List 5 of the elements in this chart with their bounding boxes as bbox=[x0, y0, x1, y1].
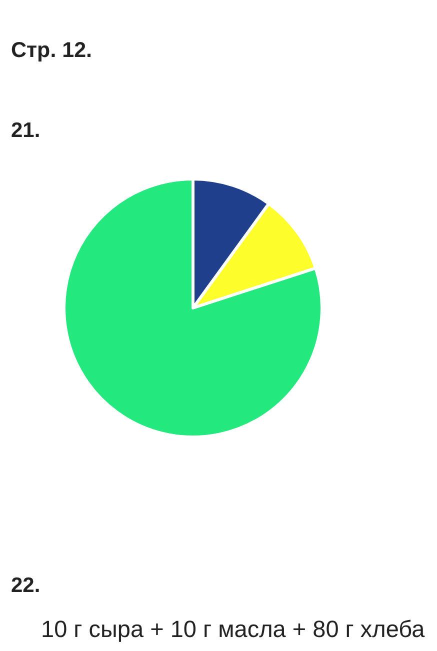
chart-subtitle: 21. bbox=[11, 119, 40, 142]
chart-title: Стр. 12. bbox=[11, 38, 92, 62]
text: 22. bbox=[11, 574, 40, 597]
text: 10 г сыра + 10 г масла + 80 г хлеба bbox=[41, 616, 426, 642]
pie-slice bbox=[62, 178, 324, 438]
